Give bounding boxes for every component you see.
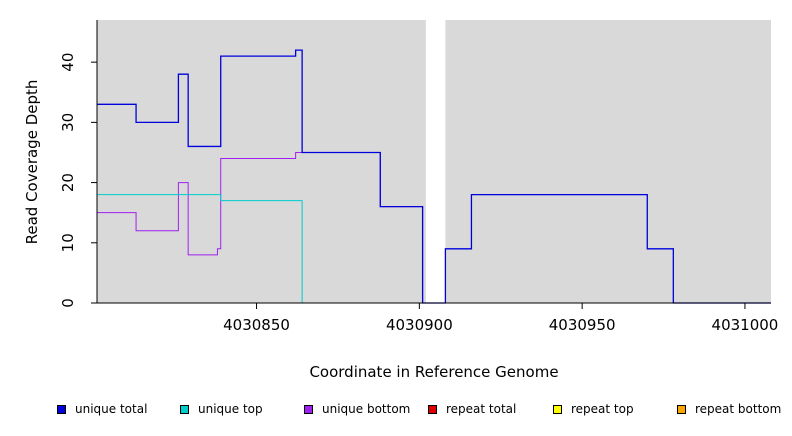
legend-label: unique top [198,402,263,416]
x-tick-label: 4031000 [712,316,779,334]
legend-label: repeat total [446,402,517,416]
legend-swatch [180,404,189,414]
legend-swatch [677,404,686,414]
legend-item: repeat top [553,400,634,418]
y-tick-label: 40 [59,53,77,72]
legend-swatch [428,404,437,414]
legend: unique total unique top unique bottom repea… [0,400,792,418]
x-axis-label: Coordinate in Reference Genome [309,363,558,381]
x-tick-layer: 4030850 4030900 4030950 4031000 [223,303,778,334]
legend-swatch [304,404,313,414]
legend-label: unique total [75,402,148,416]
y-axis-label: Read Coverage Depth [23,80,41,245]
x-tick-label: 4030900 [386,316,453,334]
legend-label: repeat top [571,402,634,416]
legend-swatch [57,404,66,414]
gap-region [425,20,446,303]
x-tick-label: 4030850 [223,316,290,334]
legend-item: repeat total [428,400,516,418]
legend-item: unique top [180,400,263,418]
y-tick-label: 30 [59,113,77,132]
y-tick-label: 10 [59,233,77,252]
legend-item: repeat bottom [677,400,781,418]
legend-swatch [553,404,562,414]
legend-label: unique bottom [322,402,411,416]
legend-item: unique total [57,400,147,418]
x-tick-label: 4030950 [549,316,616,334]
legend-label: repeat bottom [695,402,782,416]
series-line-unique-total [97,49,771,304]
legend-item: unique bottom [304,400,410,418]
y-tick-layer: 0 10 20 30 40 [59,53,97,308]
y-tick-label: 0 [59,298,77,308]
y-tick-label: 20 [59,173,77,192]
